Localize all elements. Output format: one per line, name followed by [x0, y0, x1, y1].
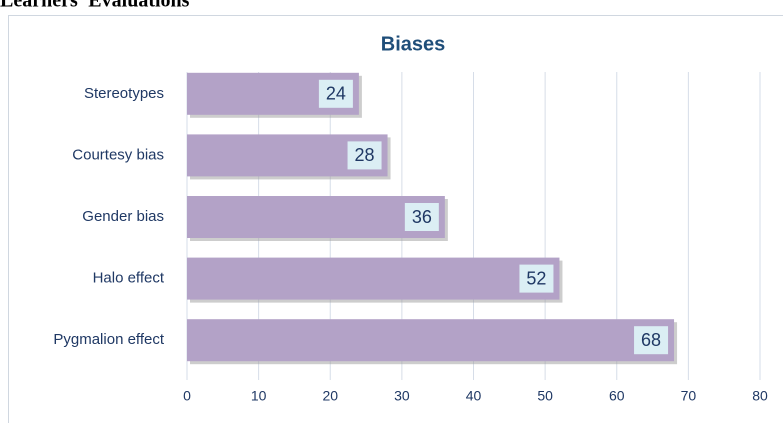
bar	[187, 319, 674, 361]
x-tick-label: 80	[752, 388, 768, 404]
bar	[187, 258, 559, 300]
y-tick-label: Stereotypes	[84, 85, 164, 102]
x-tick-label: 60	[609, 388, 625, 404]
x-tick-label: 0	[183, 388, 191, 404]
x-tick-label: 10	[251, 388, 267, 404]
x-tick-label: 40	[466, 388, 482, 404]
data-label: 36	[412, 207, 432, 227]
y-tick-label: Courtesy bias	[72, 146, 164, 163]
data-label: 52	[526, 268, 546, 288]
x-tick-label: 30	[394, 388, 410, 404]
y-tick-label: Gender bias	[82, 208, 164, 225]
data-label: 68	[641, 330, 661, 350]
data-label: 24	[326, 84, 346, 104]
y-tick-label: Pygmalion effect	[53, 331, 164, 348]
x-tick-label: 20	[322, 388, 338, 404]
x-tick-label: 50	[537, 388, 553, 404]
chart-title: Biases	[381, 33, 446, 55]
heading: Learners' Evaluations	[0, 0, 190, 12]
data-label: 28	[355, 145, 375, 165]
x-tick-label: 70	[681, 388, 697, 404]
y-tick-label: Halo effect	[93, 270, 165, 287]
